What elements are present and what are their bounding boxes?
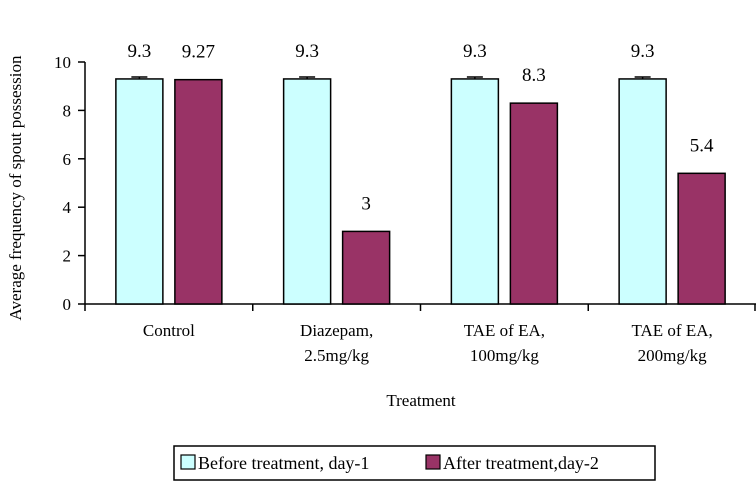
bar: [677, 172, 726, 305]
data-label: 9.3: [128, 41, 152, 62]
category-label: Diazepam,: [300, 321, 373, 340]
y-tick-label: 2: [63, 247, 72, 266]
y-tick-label: 6: [63, 150, 72, 169]
y-tick-label: 8: [63, 101, 72, 120]
bar: [450, 78, 500, 305]
bar: [282, 78, 332, 305]
bar: [341, 230, 391, 305]
x-axis-title: Treatment: [386, 391, 456, 410]
category-label: TAE of EA,: [631, 321, 712, 340]
legend-label: After treatment,day-2: [443, 453, 599, 473]
data-label: 9.3: [631, 41, 655, 62]
bar: [618, 78, 667, 305]
legend-swatch: [425, 454, 441, 470]
bar: [509, 102, 559, 305]
y-tick-label: 0: [63, 295, 72, 314]
category-label: 2.5mg/kg: [304, 346, 369, 365]
legend-label: Before treatment, day-1: [198, 453, 369, 473]
y-tick-label: 4: [63, 198, 72, 217]
data-label: 3: [361, 193, 371, 214]
legend-box: [173, 445, 656, 481]
plot-area: 0 2 4 6 8 10 Control Diazepam, 2.5mg/kg TAE of EA…: [54, 41, 756, 365]
y-tick-label: 10: [54, 53, 71, 72]
legend: Before treatment, day-1 After treatment,d…: [173, 445, 656, 481]
data-label: 5.4: [690, 135, 714, 156]
y-axis-title: Average frequency of spout possession: [6, 55, 25, 321]
legend-swatch: [180, 454, 196, 470]
category-label: TAE of EA,: [464, 321, 545, 340]
data-label: 9.3: [463, 41, 487, 62]
data-label: 9.27: [182, 42, 215, 63]
data-label: 9.3: [295, 41, 319, 62]
bar: [115, 78, 164, 305]
category-label: 200mg/kg: [638, 346, 707, 365]
category-label: 100mg/kg: [470, 346, 539, 365]
bar: [174, 78, 223, 305]
category-label: Control: [143, 321, 195, 340]
data-label: 8.3: [522, 65, 546, 86]
